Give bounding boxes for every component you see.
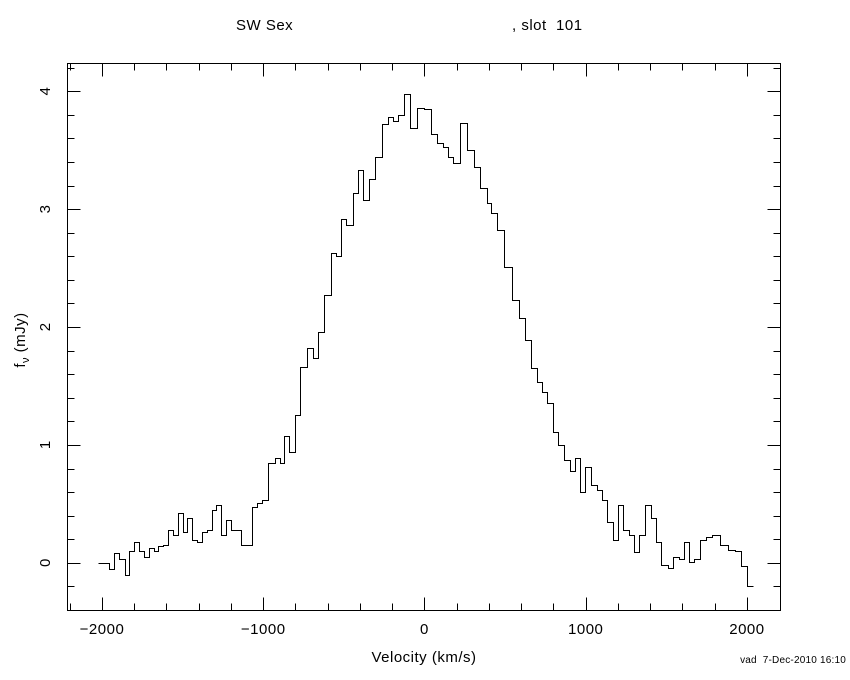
spectrum-step-line (98, 94, 754, 587)
plot-title-object: SW Sex (236, 17, 294, 34)
x-tick-label: 0 (420, 621, 429, 638)
x-tick-label: −2000 (80, 621, 125, 638)
y-axis-label-nu: ν (20, 356, 32, 363)
plot-stamp: vad 7-Dec-2010 16:10 (740, 655, 846, 666)
plot-title-slot: , slot 101 (512, 17, 583, 34)
y-axis-label-f: f (12, 362, 29, 368)
y-axis-label: fν (mJy) (12, 312, 32, 367)
y-tick-label: 4 (37, 87, 54, 95)
x-tick-label: 1000 (568, 621, 603, 638)
y-axis-label-unit: (mJy) (12, 312, 29, 357)
x-axis-label: Velocity (km/s) (371, 649, 477, 666)
x-tick-label: −1000 (241, 621, 286, 638)
x-tick-label: 2000 (729, 621, 764, 638)
y-tick-label: 1 (37, 441, 54, 449)
y-tick-label: 2 (37, 323, 54, 331)
y-tick-label: 3 (37, 205, 54, 213)
axes-frame (67, 63, 781, 611)
y-tick-label: 0 (37, 559, 54, 567)
